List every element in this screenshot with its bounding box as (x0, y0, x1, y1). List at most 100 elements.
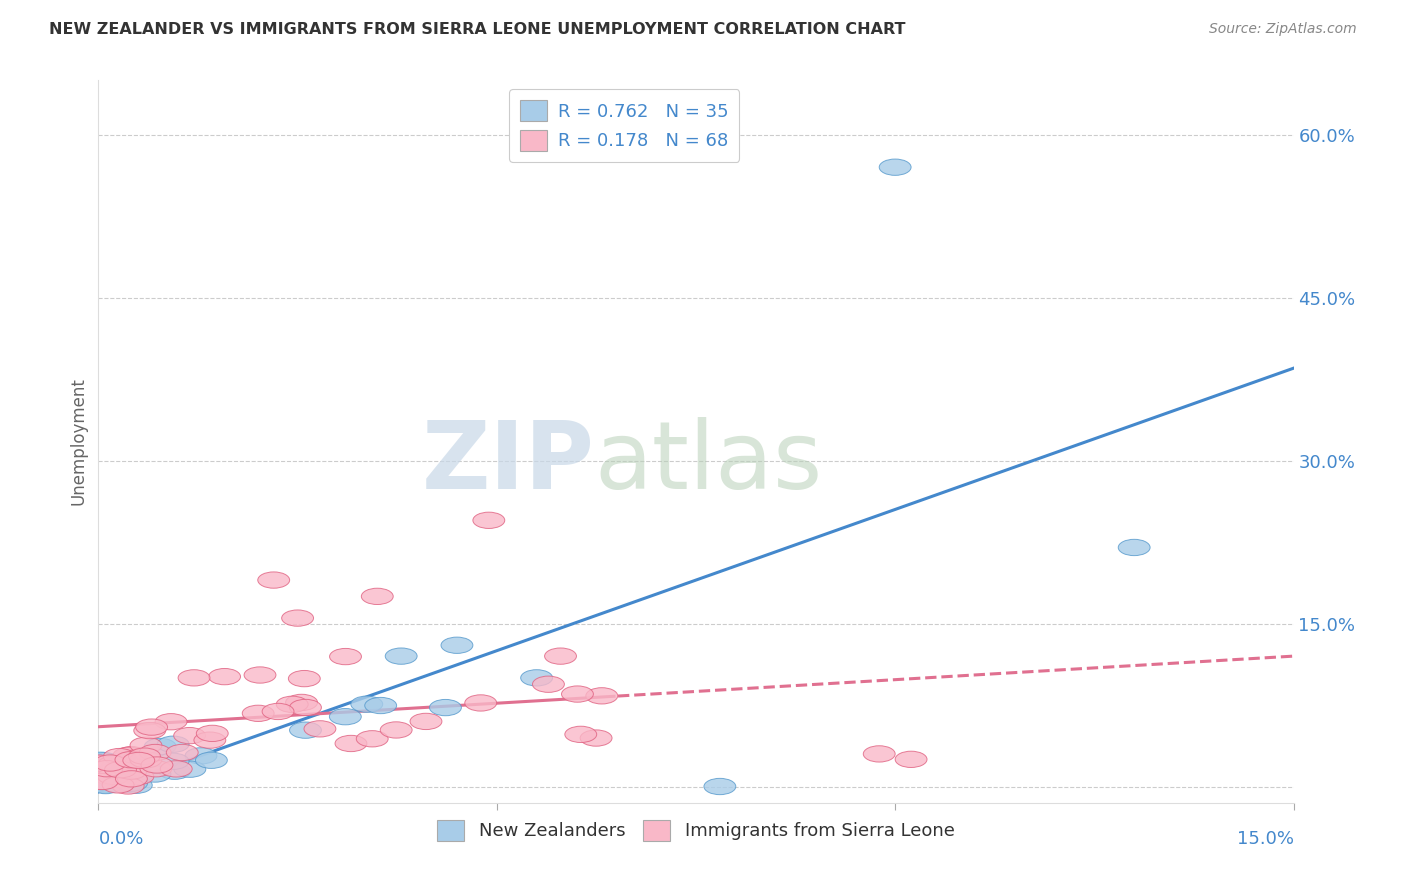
Ellipse shape (533, 676, 564, 692)
Ellipse shape (335, 735, 367, 752)
Ellipse shape (112, 747, 145, 764)
Ellipse shape (159, 763, 191, 780)
Ellipse shape (155, 714, 187, 730)
Ellipse shape (285, 694, 318, 711)
Ellipse shape (472, 512, 505, 528)
Ellipse shape (121, 777, 152, 793)
Ellipse shape (98, 756, 131, 772)
Ellipse shape (863, 746, 896, 762)
Ellipse shape (139, 744, 172, 761)
Ellipse shape (122, 752, 155, 769)
Ellipse shape (179, 670, 209, 686)
Ellipse shape (195, 752, 228, 768)
Text: Source: ZipAtlas.com: Source: ZipAtlas.com (1209, 22, 1357, 37)
Ellipse shape (186, 747, 217, 764)
Ellipse shape (97, 763, 129, 779)
Ellipse shape (89, 753, 121, 769)
Ellipse shape (115, 747, 148, 763)
Ellipse shape (139, 766, 172, 782)
Ellipse shape (121, 766, 153, 782)
Ellipse shape (544, 648, 576, 665)
Ellipse shape (128, 748, 160, 764)
Ellipse shape (157, 753, 188, 770)
Ellipse shape (1118, 540, 1150, 556)
Ellipse shape (94, 755, 127, 772)
Ellipse shape (129, 752, 162, 768)
Ellipse shape (157, 736, 188, 752)
Ellipse shape (105, 772, 136, 788)
Ellipse shape (380, 722, 412, 738)
Ellipse shape (242, 706, 274, 722)
Ellipse shape (257, 572, 290, 588)
Ellipse shape (896, 751, 927, 767)
Ellipse shape (117, 756, 149, 772)
Text: atlas: atlas (595, 417, 823, 509)
Ellipse shape (111, 776, 142, 792)
Ellipse shape (111, 762, 143, 778)
Ellipse shape (97, 768, 129, 784)
Ellipse shape (290, 722, 322, 739)
Ellipse shape (429, 699, 461, 715)
Ellipse shape (86, 773, 118, 789)
Ellipse shape (174, 728, 205, 744)
Text: NEW ZEALANDER VS IMMIGRANTS FROM SIERRA LEONE UNEMPLOYMENT CORRELATION CHART: NEW ZEALANDER VS IMMIGRANTS FROM SIERRA … (49, 22, 905, 37)
Ellipse shape (120, 750, 152, 766)
Ellipse shape (141, 761, 172, 777)
Y-axis label: Unemployment: Unemployment (69, 377, 87, 506)
Ellipse shape (879, 159, 911, 176)
Ellipse shape (561, 686, 593, 702)
Text: ZIP: ZIP (422, 417, 595, 509)
Ellipse shape (83, 755, 115, 772)
Ellipse shape (104, 748, 135, 764)
Ellipse shape (385, 648, 418, 665)
Ellipse shape (103, 777, 134, 793)
Ellipse shape (107, 773, 138, 790)
Ellipse shape (364, 698, 396, 714)
Ellipse shape (411, 714, 441, 730)
Ellipse shape (277, 696, 308, 713)
Ellipse shape (84, 756, 115, 772)
Ellipse shape (166, 744, 198, 761)
Ellipse shape (90, 778, 121, 794)
Ellipse shape (104, 762, 136, 778)
Legend: New Zealanders, Immigrants from Sierra Leone: New Zealanders, Immigrants from Sierra L… (430, 813, 962, 848)
Ellipse shape (441, 637, 472, 654)
Ellipse shape (110, 765, 141, 781)
Ellipse shape (115, 763, 146, 780)
Ellipse shape (84, 773, 117, 789)
Ellipse shape (115, 771, 148, 787)
Ellipse shape (329, 648, 361, 665)
Ellipse shape (91, 761, 122, 777)
Ellipse shape (115, 757, 146, 774)
Ellipse shape (194, 732, 226, 748)
Ellipse shape (91, 765, 122, 781)
Ellipse shape (122, 768, 153, 785)
Ellipse shape (245, 667, 276, 683)
Ellipse shape (352, 696, 382, 713)
Ellipse shape (134, 723, 166, 739)
Ellipse shape (288, 671, 321, 687)
Ellipse shape (101, 757, 134, 773)
Ellipse shape (145, 739, 176, 755)
Ellipse shape (281, 610, 314, 626)
Ellipse shape (112, 778, 143, 794)
Ellipse shape (361, 588, 394, 605)
Ellipse shape (565, 726, 596, 742)
Ellipse shape (89, 777, 121, 793)
Ellipse shape (115, 775, 148, 791)
Ellipse shape (581, 730, 612, 747)
Ellipse shape (465, 695, 496, 711)
Ellipse shape (107, 770, 138, 787)
Ellipse shape (135, 719, 167, 735)
Ellipse shape (704, 779, 735, 795)
Ellipse shape (520, 670, 553, 686)
Ellipse shape (262, 703, 294, 720)
Ellipse shape (141, 756, 173, 773)
Text: 0.0%: 0.0% (98, 830, 143, 848)
Ellipse shape (329, 708, 361, 725)
Ellipse shape (356, 731, 388, 747)
Ellipse shape (94, 769, 127, 785)
Ellipse shape (586, 688, 617, 704)
Ellipse shape (115, 752, 146, 768)
Ellipse shape (174, 761, 205, 777)
